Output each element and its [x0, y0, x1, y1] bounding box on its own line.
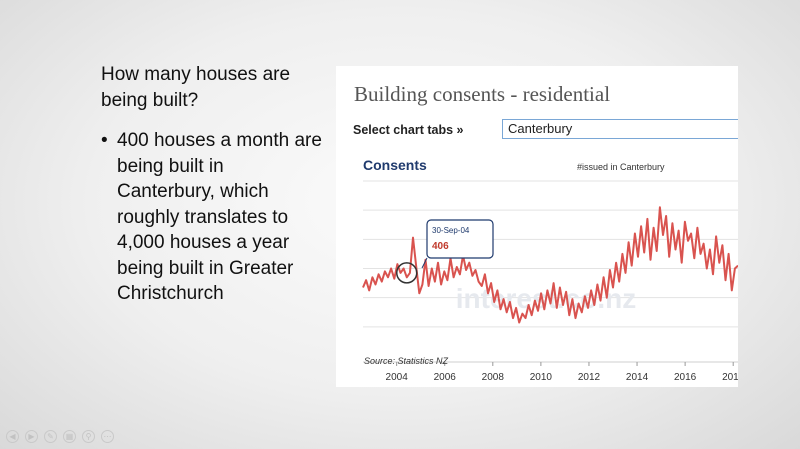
- chart-tabs-select[interactable]: Canterbury: [502, 119, 738, 139]
- chart-source: Source: Statistics NZ: [364, 356, 449, 366]
- zoom-icon[interactable]: ⚲: [82, 430, 95, 443]
- series-line: [362, 206, 738, 324]
- chart-title: Consents: [363, 157, 427, 173]
- x-tick-label: 2014: [626, 372, 649, 383]
- x-tick-label: 2008: [482, 372, 505, 383]
- slide-text-block: How many houses are being built? • 400 h…: [101, 62, 326, 307]
- x-tick-label: 2018: [722, 372, 738, 383]
- slide-title: How many houses are being built?: [101, 64, 291, 111]
- slideshow-nav-bar: ◀ ▶ ✎ ▦ ⚲ ⋯: [6, 430, 114, 443]
- x-tick-label: 2012: [578, 372, 601, 383]
- tooltip-value: 406: [432, 241, 449, 252]
- x-axis-ticks: 2004 2006 2008 2010 2012 2014 2016 2018: [386, 362, 738, 383]
- bullet-dot-icon: •: [101, 130, 108, 151]
- chart-series: [362, 206, 738, 324]
- slides-grid-icon[interactable]: ▦: [63, 430, 76, 443]
- tooltip-date: 30-Sep-04: [432, 226, 470, 235]
- tooltip-layer: 30-Sep-04 406: [396, 219, 494, 284]
- x-tick-label: 2006: [434, 372, 457, 383]
- chart-tabs-label: Select chart tabs »: [353, 123, 464, 137]
- highlight-circle: [396, 262, 418, 284]
- tooltip-pointer: [421, 257, 428, 269]
- embedded-screenshot: Building consents - residential Select c…: [336, 66, 738, 387]
- x-tick-label: 2004: [386, 372, 409, 383]
- bullet-text: 400 houses a month are being built in Ca…: [117, 130, 322, 304]
- next-arrow-icon[interactable]: ▶: [25, 430, 38, 443]
- pen-icon[interactable]: ✎: [44, 430, 57, 443]
- chart-subtitle: #issued in Canterbury: [577, 162, 665, 172]
- x-tick-label: 2016: [674, 372, 697, 383]
- consents-chart: interest.co.nz Consents #issued in Cante…: [362, 157, 738, 383]
- prev-arrow-icon[interactable]: ◀: [6, 430, 19, 443]
- more-options-icon[interactable]: ⋯: [101, 430, 114, 443]
- tooltip-box: [426, 219, 494, 259]
- chart-grid: [363, 180, 738, 363]
- x-tick-label: 2010: [530, 372, 553, 383]
- bullet-item: • 400 houses a month are being built in …: [101, 128, 326, 307]
- screenshot-title: Building consents - residential: [354, 82, 611, 106]
